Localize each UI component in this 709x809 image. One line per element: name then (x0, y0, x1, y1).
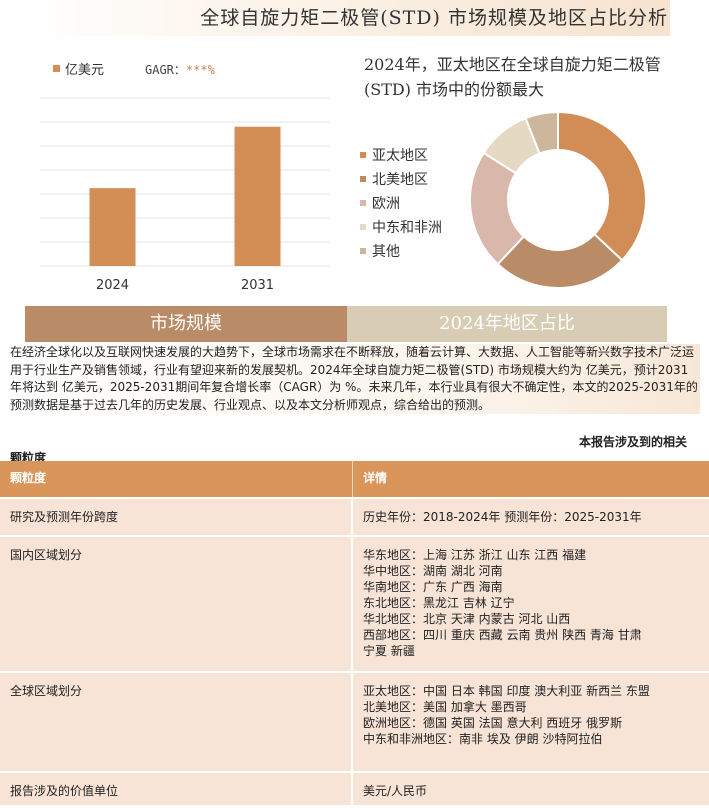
row-details: 亚太地区：中国 日本 韩国 印度 澳大利亚 新西兰 东盟 北美地区：美国 加拿大 … (353, 673, 709, 771)
granularity-table: 颗粒度 详情 研究及预测年份跨度 历史年份：2018-2024年 预测年份：202… (0, 461, 709, 807)
table-header: 颗粒度 详情 (0, 461, 709, 499)
cagr-label: GAGR：***% (145, 63, 215, 77)
bar-2024 (89, 188, 136, 266)
pie-legend: 亚太地区北美地区欧洲中东和非洲其他 (360, 143, 480, 263)
legend-label: 欧洲 (372, 196, 400, 212)
title-bar: 全球自旋力矩二极管(STD) 市场规模及地区占比分析 (25, 0, 670, 36)
section-region-share: 2024年地区占比 (347, 306, 667, 342)
detail-line: 北美地区：美国 加拿大 墨西哥 (363, 700, 527, 714)
row-details: 美元/人民币 (353, 773, 709, 805)
legend-swatch (53, 65, 60, 72)
detail-line: 亚太地区：中国 日本 韩国 印度 澳大利亚 新西兰 东盟 (363, 684, 650, 698)
table-row: 报告涉及的价值单位 美元/人民币 (0, 773, 709, 807)
row-label: 全球区域划分 (0, 673, 353, 771)
x-tick-label: 2031 (241, 278, 274, 293)
detail-line: 华北地区：北京 天津 内蒙古 河北 山西 (363, 612, 571, 626)
market-size-chart: 亿美元 GAGR：***% 2024 2031 (25, 40, 347, 300)
detail-line: 宁夏 新疆 (363, 644, 415, 658)
pie-legend-item: 亚太地区 (360, 143, 480, 167)
detail-line: 美元/人民币 (363, 784, 428, 798)
detail-line: 华东地区：上海 江苏 浙江 山东 江西 福建 (363, 548, 587, 562)
header-granularity: 颗粒度 (0, 461, 353, 497)
table-row: 国内区域划分 华东地区：上海 江苏 浙江 山东 江西 福建 华中地区：湖南 湖北 河… (0, 537, 709, 673)
related-label: 本报告涉及到的相关 (578, 435, 687, 449)
row-label: 报告涉及的价值单位 (0, 773, 353, 805)
section-market-size: 市场规模 (25, 306, 347, 342)
table-row: 全球区域划分 亚太地区：中国 日本 韩国 印度 澳大利亚 新西兰 东盟 北美地区：美… (0, 673, 709, 773)
row-details: 历史年份：2018-2024年 预测年份：2025-2031年 (353, 499, 709, 535)
legend-swatch (360, 248, 366, 254)
detail-line: 华中地区：湖南 湖北 河南 (363, 564, 503, 578)
donut-slice-0 (557, 110, 647, 262)
pie-legend-item: 中东和非洲 (360, 215, 480, 239)
legend-label: 亿美元 (65, 63, 105, 78)
pie-title: 2024年，亚太地区在全球自旋力矩二极管(STD) 市场中的份额最大 (364, 55, 661, 99)
legend-label: 北美地区 (372, 172, 428, 188)
donut-slice-4 (524, 110, 559, 155)
table-row: 研究及预测年份跨度 历史年份：2018-2024年 预测年份：2025-2031年 (0, 499, 709, 537)
region-donut-chart (469, 110, 647, 289)
legend-swatch (360, 152, 366, 158)
detail-line: 西部地区：四川 重庆 西藏 云南 贵州 陕西 青海 甘肃 (363, 628, 642, 642)
legend-swatch (360, 224, 366, 230)
legend-swatch (360, 176, 366, 182)
legend-label: 中东和非洲 (372, 220, 442, 236)
detail-line: 中东和非洲地区：南非 埃及 伊朗 沙特阿拉伯 (363, 732, 603, 746)
pie-legend-item: 其他 (360, 239, 480, 263)
header-details: 详情 (363, 471, 388, 485)
x-tick-label: 2024 (96, 278, 129, 293)
detail-line: 欧洲地区：德国 英国 法国 意大利 西班牙 俄罗斯 (363, 716, 623, 730)
detail-line: 华南地区：广东 广西 海南 (363, 580, 503, 594)
row-details: 华东地区：上海 江苏 浙江 山东 江西 福建 华中地区：湖南 湖北 河南 华南地区：… (353, 537, 709, 671)
legend-swatch (360, 200, 366, 206)
row-label: 国内区域划分 (0, 537, 353, 671)
pie-legend-item: 欧洲 (360, 191, 480, 215)
detail-line: 东北地区：黑龙江 吉林 辽宁 (363, 596, 515, 610)
detail-line: 历史年份：2018-2024年 预测年份：2025-2031年 (363, 510, 642, 524)
bar-2031 (234, 126, 281, 267)
legend-label: 亚太地区 (372, 148, 428, 164)
legend-label: 其他 (372, 244, 400, 260)
bar-chart-svg: 2024 2031 (40, 97, 330, 293)
intro-paragraph: 在经济全球化以及互联网快速发展的大趋势下，全球市场需求在不断释放，随着云计算、大… (10, 344, 700, 414)
row-label: 研究及预测年份跨度 (0, 499, 353, 535)
pie-legend-item: 北美地区 (360, 167, 480, 191)
page-title: 全球自旋力矩二极管(STD) 市场规模及地区占比分析 (200, 7, 668, 29)
